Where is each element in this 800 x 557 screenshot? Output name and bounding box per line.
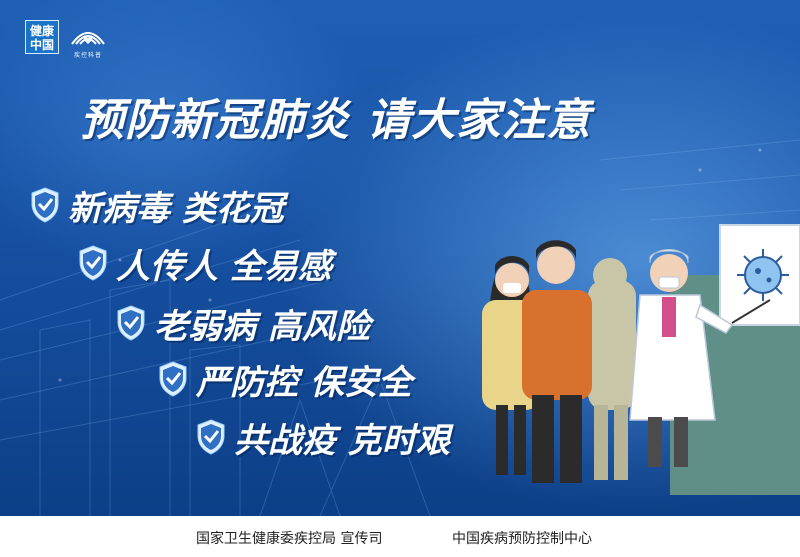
footer-org-left: 国家卫生健康委疾控局 宣传司 <box>196 531 383 547</box>
slogan-text: 严防控 保安全 <box>196 362 412 403</box>
footer: 国家卫生健康委疾控局 宣传司 中国疾病预防控制中心 <box>0 516 800 557</box>
person-grey <box>588 258 636 480</box>
shield-check-icon <box>159 361 187 397</box>
person-orange-jacket <box>522 240 592 483</box>
jiankang-zhongguo-logo: 健康 中国 <box>25 20 59 54</box>
healthcare-logo-icon <box>71 32 105 45</box>
logo-text-line2: 中国 <box>29 38 54 52</box>
shield-check-icon <box>31 187 59 223</box>
background-lines <box>0 139 800 516</box>
slogan-item: 老弱病 高风险 <box>116 298 370 348</box>
slogan-item: 新病毒 类花冠 <box>30 180 284 230</box>
slogan-item: 共战疫 克时艰 <box>196 412 450 462</box>
slogan-item: 严防控 保安全 <box>158 354 412 404</box>
slogan-text: 人传人 全易感 <box>116 246 332 287</box>
shield-check-icon <box>79 245 107 281</box>
slogan-text: 新病毒 类花冠 <box>68 188 284 229</box>
illustration-doctor-and-group <box>482 224 800 495</box>
footer-org-right: 中国疾病预防控制中心 <box>452 531 592 547</box>
poster-title: 预防新冠肺炎 请大家注意 <box>80 95 592 146</box>
logo-text-line1: 健康 <box>29 24 54 38</box>
slogan-item: 人传人 全易感 <box>78 238 332 288</box>
shield-check-icon <box>197 419 225 455</box>
slogan-text: 共战疫 克时艰 <box>234 420 450 461</box>
virus-icon <box>737 249 789 301</box>
shield-check-icon <box>117 305 145 341</box>
person-doctor <box>629 249 734 467</box>
slogan-text: 老弱病 高风险 <box>154 306 370 347</box>
cdc-logo-label: 疾控科普 <box>73 52 102 59</box>
poster: 健康 中国 疾控科普 预防新冠肺炎 请大家注意 新病毒 类花冠 人传人 全易感 <box>0 0 800 516</box>
pointer-stick <box>731 299 771 324</box>
